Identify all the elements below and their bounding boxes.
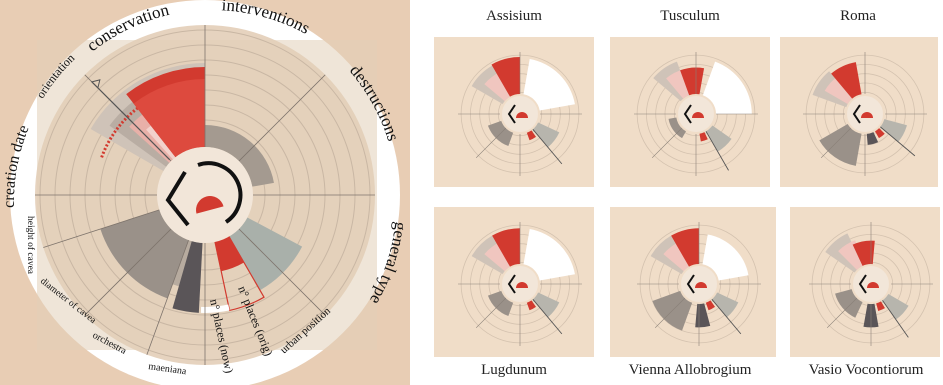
glyph-orchestra-bar	[200, 304, 230, 313]
thumbnail-wedge	[484, 71, 512, 102]
thumbnail-wedge	[831, 62, 862, 99]
thumbnail-center-half-disc-icon	[516, 282, 528, 288]
thumbnail-spoke	[654, 297, 686, 329]
thumbnail-glyph	[434, 37, 594, 187]
thumbnail-wedge	[699, 132, 708, 142]
thumbnail-title: Tusculum	[660, 8, 720, 24]
thumbnail-spoke	[651, 127, 683, 159]
thumbnail-wedge	[680, 67, 705, 96]
glyph-orientation-arrow	[91, 81, 171, 161]
thumbnail-center-half-disc-icon	[867, 282, 879, 288]
thumbnail-wedge	[523, 229, 575, 281]
glyph-wedge-places-now	[214, 236, 244, 272]
thumbnail-wedge	[876, 301, 885, 311]
thumbnail-wedge	[484, 241, 512, 272]
thumbnail-wedge	[880, 119, 907, 142]
glyph-wedge-maeniana	[172, 241, 203, 313]
thumbnail-wedge	[526, 300, 537, 311]
thumbnail-title: Assisium	[486, 8, 542, 24]
glyph-spoke	[146, 239, 189, 355]
thumbnail-center-half-disc-icon	[516, 112, 528, 118]
thumbnail-wedge	[711, 292, 739, 318]
thumbnail-center-bracket-icon	[507, 274, 516, 294]
thumbnail-center-bracket-icon	[507, 104, 516, 124]
thumbnail-wedge	[852, 240, 875, 266]
thumbnail-wedge	[706, 125, 732, 152]
thumbnail-wedge	[882, 294, 909, 320]
thumbnail-wedge	[866, 132, 879, 145]
thumbnail-wedge	[523, 59, 575, 111]
thumbnail-orientation-arrow	[880, 126, 916, 157]
thumbnail-spoke	[475, 127, 507, 159]
thumbnail-center-bracket-icon	[852, 104, 861, 124]
thumbnail-wedge	[702, 61, 752, 114]
thumbnail-title: Vienna Allobrogium	[628, 362, 752, 378]
thumbnail-title: Lugdunum	[481, 362, 547, 378]
thumbnail-wedge	[663, 241, 691, 272]
thumbnail-wedge	[835, 289, 863, 318]
glyph-spoke	[238, 228, 326, 316]
glyph-spoke	[84, 228, 172, 316]
thumbnail-center-half-disc-icon	[861, 112, 873, 118]
thumbnail-wedge	[532, 292, 560, 318]
thumbnail-orientation-arrow	[532, 299, 563, 335]
thumbnail-wedge	[668, 117, 686, 139]
thumbnail-glyph	[610, 207, 776, 357]
glyph-center-bracket-icon	[165, 170, 190, 227]
main-glyph-spokes	[35, 25, 375, 365]
thumbnail-title: Vasio Vocontiorum	[808, 362, 924, 378]
thumbnail-wedge	[875, 128, 885, 139]
label-height-of-cavea: height of cavea	[25, 216, 36, 275]
glyph-spoke	[43, 209, 160, 248]
thumbnail-orientation-arrow	[882, 300, 909, 338]
glyph-center-half-disc-icon	[196, 196, 224, 214]
label-maeniana: maeniana	[148, 361, 188, 377]
thumbnail-glyph	[790, 207, 940, 357]
thumbnail-spoke	[475, 297, 507, 329]
thumbnail-spoke	[826, 297, 858, 329]
glyph-spoke	[238, 74, 326, 162]
glyph-orientation-arrowhead-icon	[90, 79, 101, 89]
thumbnail-title: Roma	[840, 8, 876, 24]
thumbnail-center-bracket-icon	[858, 274, 867, 294]
thumbnail-wedge	[705, 300, 716, 311]
glyph-center-arc-icon	[197, 161, 243, 224]
glyph-wedge-urban	[229, 217, 303, 291]
thumbnail-orientation-arrow	[532, 129, 563, 165]
glyph-wedge-height	[100, 209, 189, 299]
thumbnail-wedge	[702, 234, 749, 281]
thumbnail-center-bracket-icon	[683, 104, 692, 124]
main-glyph: conservation interventions destructions …	[0, 0, 410, 385]
thumbnail-glyph	[780, 37, 938, 187]
thumbnail-center-bracket-icon	[686, 274, 695, 294]
glyph-wedge-conservation-inner	[133, 79, 205, 158]
thumbnail-wedge	[532, 122, 560, 148]
thumbnail-center-half-disc-icon	[692, 112, 704, 118]
glyph-creation-date-marker	[100, 107, 139, 158]
thumbnail-wedge	[671, 228, 699, 267]
thumbnail-orientation-arrow	[705, 131, 729, 171]
thumbnail-spoke	[820, 127, 852, 159]
main-glyph-wedges	[90, 63, 303, 313]
thumbnail-wedge	[819, 124, 862, 166]
thumbnail-wedge	[526, 130, 537, 141]
thumbnail-center-half-disc-icon	[695, 282, 707, 288]
thumbnail-orientation-arrow	[711, 299, 742, 335]
thumbnail-wedge	[491, 56, 520, 97]
thumbnail-glyph	[610, 37, 770, 187]
thumbnail-wedge	[824, 75, 854, 104]
glyph-wedge-interventions	[205, 125, 274, 187]
thumbnail-wedge	[492, 228, 520, 267]
thumbnail-glyph	[434, 207, 594, 357]
